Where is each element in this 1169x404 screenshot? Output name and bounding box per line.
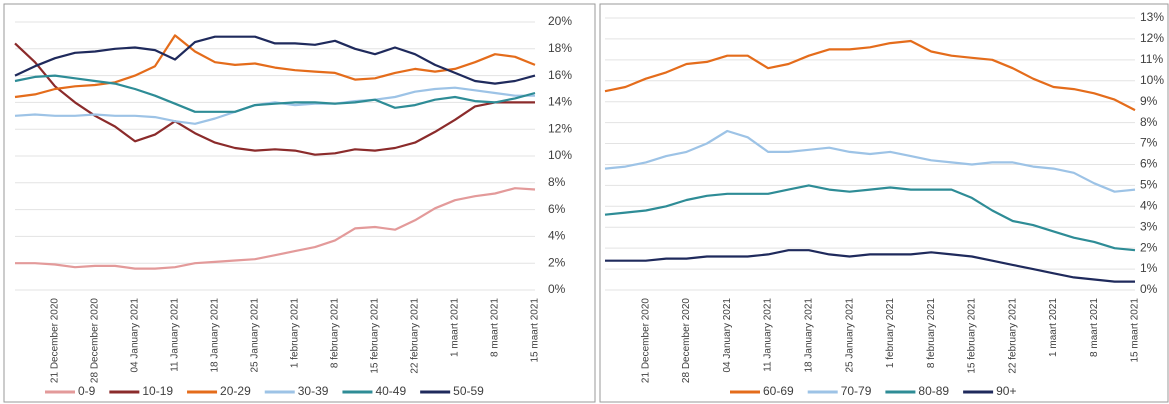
y-tick-label: 6% [1140,157,1158,171]
y-tick-label: 14% [548,95,572,109]
legend-label: 40-49 [375,384,406,398]
panel-border [3,3,596,403]
y-tick-label: 6% [548,202,566,216]
y-tick-label: 10% [548,148,572,162]
y-tick-label: 11% [1140,52,1163,66]
series-line [14,42,535,156]
panel-border [599,3,1169,403]
x-tick-label: 15 february 2021 [370,298,381,374]
y-tick-label: 20% [548,14,572,28]
x-tick-label: 1 february 2021 [290,298,301,368]
x-tick-label: 15 february 2021 [967,298,978,374]
x-tick-label: 1 maart 2021 [450,298,461,357]
x-tick-label: 11 January 2021 [170,298,181,372]
legend-label: 0-9 [78,384,96,398]
x-tick-label: 25 January 2021 [844,298,855,373]
y-tick-label: 9% [1140,94,1158,108]
y-tick-label: 12% [548,121,572,135]
legend-label: 70-79 [841,384,872,398]
x-tick-label: 1 february 2021 [885,298,896,368]
x-tick-label: 25 January 2021 [250,298,261,373]
y-tick-label: 5% [1140,178,1158,192]
x-tick-label: 8 maart 2021 [490,298,501,357]
y-tick-label: 12% [1140,31,1164,45]
x-tick-label: 21 December 2020 [640,298,651,383]
x-tick-label: 15 maart 2021 [1130,298,1141,363]
legend-label: 90+ [996,384,1016,398]
y-tick-label: 7% [1140,136,1158,150]
series-line [605,249,1135,283]
x-tick-label: 8 maart 2021 [1089,298,1100,357]
x-tick-label: 1 maart 2021 [1048,298,1059,357]
series-line [604,184,1136,252]
series-line [14,35,536,85]
y-tick-label: 16% [548,68,572,82]
y-tick-label: 4% [548,229,566,243]
legend-label: 10-19 [142,384,173,398]
y-tick-label: 1% [1140,261,1158,275]
series-line [15,187,536,270]
series-line [604,39,1136,112]
series-line [14,74,536,113]
y-tick-label: 0% [548,282,566,296]
y-tick-label: 8% [548,175,566,189]
series-line [14,86,535,125]
series-line [604,129,1136,193]
y-tick-label: 4% [1140,198,1158,212]
y-tick-label: 10% [1140,73,1164,87]
y-tick-label: 2% [1140,240,1158,254]
x-tick-label: 04 January 2021 [130,298,141,373]
y-tick-label: 13% [1140,10,1164,24]
legend-label: 50-59 [453,384,484,398]
y-tick-label: 8% [1140,115,1158,129]
legend-label: 80-89 [918,384,949,398]
y-tick-label: 3% [1140,219,1158,233]
legend-label: 30-39 [298,384,329,398]
x-tick-label: 21 December 2020 [50,298,61,383]
legend-label: 60-69 [763,384,794,398]
x-tick-label: 22 february 2021 [410,298,421,374]
x-tick-label: 18 January 2021 [803,298,814,373]
x-tick-label: 15 maart 2021 [530,298,541,363]
x-tick-label: 11 January 2021 [763,298,774,372]
legend-label: 20-29 [220,384,251,398]
y-tick-label: 0% [1140,282,1158,296]
x-tick-label: 28 December 2020 [681,298,692,383]
x-tick-label: 8 february 2021 [926,298,937,368]
y-tick-label: 2% [548,255,566,269]
x-tick-label: 04 January 2021 [722,298,733,373]
x-tick-label: 28 December 2020 [90,298,101,383]
x-tick-label: 18 January 2021 [210,298,221,373]
x-tick-label: 8 february 2021 [330,298,341,368]
x-tick-label: 22 february 2021 [1007,298,1018,374]
y-tick-label: 18% [548,41,572,55]
